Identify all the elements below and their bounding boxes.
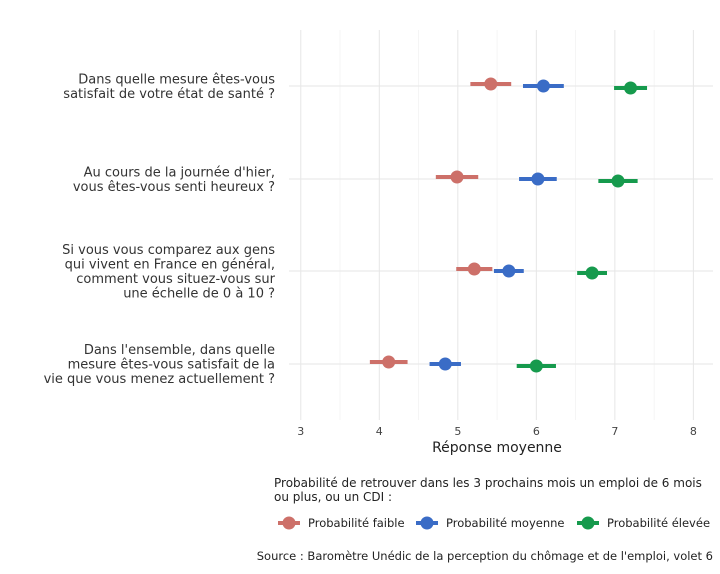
data-point — [438, 357, 452, 371]
question-label-line: satisfait de votre état de santé ? — [63, 87, 275, 102]
x-tick-label: 4 — [376, 425, 383, 438]
legend-label: Probabilité moyenne — [446, 516, 565, 530]
legend-key-point — [282, 516, 296, 530]
legend-label: Probabilité faible — [308, 516, 405, 530]
x-tick-label: 7 — [611, 425, 618, 438]
legend-label: Probabilité élevée — [607, 516, 710, 530]
data-point — [529, 359, 543, 373]
grid-layer — [289, 30, 713, 420]
question-label-line: une échelle de 0 à 10 ? — [123, 286, 275, 301]
data-point — [467, 262, 481, 276]
question-label-line: Dans quelle mesure êtes-vous — [78, 72, 275, 87]
data-marks — [369, 77, 648, 373]
x-tick-label: 6 — [533, 425, 540, 438]
question-label-line: qui vivent en France en général, — [65, 257, 275, 272]
legend-key-point — [420, 516, 434, 530]
x-axis: Réponse moyenne 3 4 5 6 7 8 — [297, 425, 697, 456]
question-label-line: Au cours de la journée d'hier, — [84, 165, 275, 180]
question-label-line: Dans l'ensemble, dans quelle — [84, 343, 275, 358]
question-label-line: Si vous vous comparez aux gens — [62, 243, 275, 258]
data-point — [585, 266, 599, 280]
legend: Probabilité de retrouver dans les 3 proc… — [274, 476, 710, 530]
x-axis-label: Réponse moyenne — [432, 440, 562, 456]
data-point — [536, 79, 550, 93]
x-tick-label: 3 — [297, 425, 304, 438]
source-note: Source : Baromètre Unédic de la percepti… — [257, 549, 713, 563]
question-label-line: vie que vous menez actuellement ? — [44, 372, 275, 387]
data-point — [531, 172, 545, 186]
question-label-line: comment vous situez-vous sur — [76, 272, 275, 287]
legend-title-line-2: ou plus, ou un CDI : — [274, 490, 392, 504]
x-tick-label: 8 — [690, 425, 697, 438]
data-point — [450, 170, 464, 184]
data-point — [382, 355, 396, 369]
legend-key-point — [581, 516, 595, 530]
x-tick-label: 5 — [454, 425, 461, 438]
data-point — [502, 264, 516, 278]
question-label-line: mesure êtes-vous satisfait de la — [68, 358, 275, 373]
data-point — [484, 77, 498, 91]
question-label-line: vous êtes-vous senti heureux ? — [73, 180, 275, 195]
data-point — [624, 81, 638, 95]
data-point — [611, 174, 625, 188]
legend-title-line-1: Probabilité de retrouver dans les 3 proc… — [274, 476, 702, 490]
